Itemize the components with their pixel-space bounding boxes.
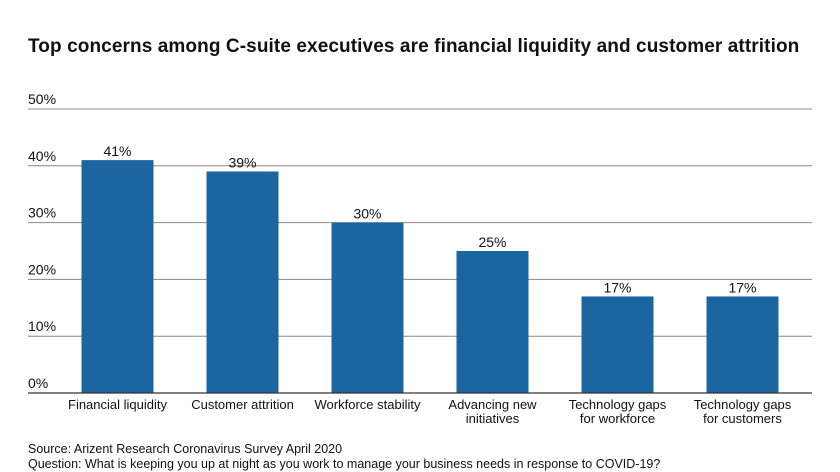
- bar-value-label: 41%: [103, 143, 131, 159]
- bar-value-label: 17%: [603, 279, 631, 295]
- x-category-label: Technology gaps for customers: [694, 397, 792, 426]
- bar: [706, 296, 779, 393]
- bar-value-label: 39%: [228, 154, 256, 170]
- bar-value-label: 25%: [478, 234, 506, 250]
- y-tick-label: 10%: [28, 318, 56, 334]
- bar-value-label: 17%: [728, 279, 756, 295]
- bar: [81, 160, 154, 393]
- x-category-label: Financial liquidity: [68, 397, 167, 412]
- x-category-label: Advancing new initiatives: [448, 397, 537, 426]
- y-tick-label: 30%: [28, 205, 56, 221]
- y-tick-label: 20%: [28, 261, 56, 277]
- bar: [331, 222, 404, 393]
- x-category-label: Workforce stability: [315, 397, 421, 412]
- y-tick-label: 0%: [28, 375, 48, 391]
- bar-value-label: 30%: [353, 206, 381, 222]
- bar: [456, 251, 529, 393]
- bar: [206, 171, 279, 393]
- x-category-label: Customer attrition: [191, 397, 294, 412]
- bar: [581, 296, 654, 393]
- chart-footnote: Source: Arizent Research Coronavirus Sur…: [28, 442, 660, 472]
- question-note: Question: What is keeping you up at nigh…: [28, 457, 661, 471]
- source-note: Source: Arizent Research Coronavirus Sur…: [28, 442, 343, 456]
- y-tick-label: 50%: [28, 91, 56, 107]
- x-category-label: Technology gaps for workforce: [569, 397, 667, 426]
- y-tick-label: 40%: [28, 148, 56, 164]
- chart-title: Top concerns among C-suite executives ar…: [28, 36, 800, 57]
